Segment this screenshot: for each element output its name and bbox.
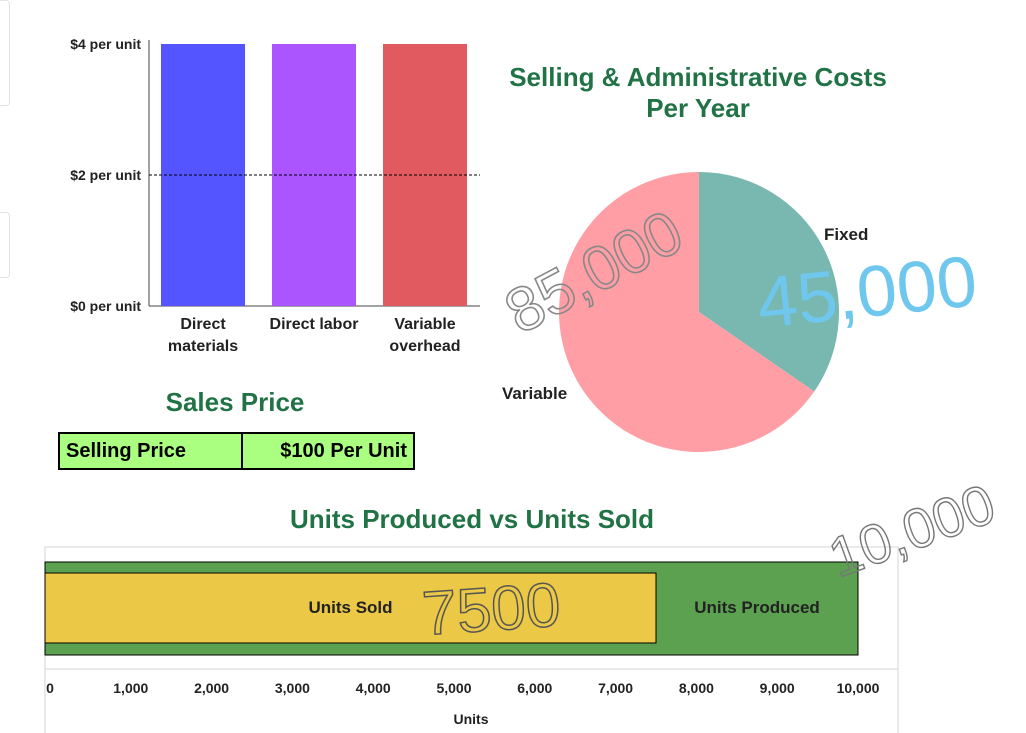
x-tick-label: 1,000 [113, 680, 148, 696]
handwritten-85000: 85,000 [494, 197, 694, 347]
sales-price-title: Sales Price [165, 387, 305, 417]
pie-title-line: Per Year [646, 93, 750, 123]
x-category-label: overhead [389, 338, 460, 355]
pie-label-fixed: Fixed [824, 225, 868, 244]
x-tick-label: 4,000 [356, 680, 391, 696]
units-chart-title: Units Produced vs Units Sold [289, 504, 655, 534]
x-tick-label: 5,000 [436, 680, 471, 696]
handwritten-10000: 10,000 [821, 471, 1003, 589]
plot-area [44, 546, 899, 670]
x-tick-label: 8,000 [679, 680, 714, 696]
x-tick-label: 3,000 [275, 680, 310, 696]
pie-slice [699, 172, 839, 392]
x-tick-label: 0 [46, 680, 54, 696]
x-tick-label: 6,000 [517, 680, 552, 696]
handwritten-45000: 45,000 [753, 241, 980, 344]
pie-label-variable: Variable [502, 384, 567, 403]
x-tick-label: 2,000 [194, 680, 229, 696]
pie-chart-title: Selling & Administrative Costs Per Year [488, 62, 908, 124]
selling-price-value: $100 Per Unit [243, 434, 413, 468]
pie-title-line: Selling & Administrative Costs [509, 62, 887, 92]
bar-label-units-produced: Units Produced [694, 598, 820, 617]
x-category-label: Direct [180, 316, 226, 333]
bar-units-produced [44, 561, 859, 656]
x-axis-label: Units [454, 711, 489, 727]
selling-price-table: Selling Price $100 Per Unit [58, 432, 415, 470]
window-edge-fragment [0, 0, 10, 106]
pie-slice [558, 172, 815, 453]
y-tick-label: $2 per unit [70, 167, 141, 183]
selling-price-label: Selling Price [60, 434, 241, 468]
cost-per-unit-bar-chart: $0 per unit $2 per unit $4 per unit Direct… [70, 36, 480, 355]
bar-label-units-sold: Units Sold [308, 598, 392, 617]
x-tick-label: 9,000 [760, 680, 795, 696]
x-tick-label: 10,000 [837, 680, 880, 696]
y-tick-label: $4 per unit [70, 36, 141, 52]
x-category-label: Direct labor [270, 316, 359, 333]
window-edge-fragment [0, 212, 10, 278]
x-tick-label: 7,000 [598, 680, 633, 696]
x-category-label: Variable [394, 316, 455, 333]
x-category-label: materials [168, 338, 238, 355]
bar-units-sold [44, 572, 657, 644]
y-tick-label: $0 per unit [70, 298, 141, 314]
bar [161, 44, 245, 306]
handwritten-7500: 7500 [420, 571, 562, 649]
